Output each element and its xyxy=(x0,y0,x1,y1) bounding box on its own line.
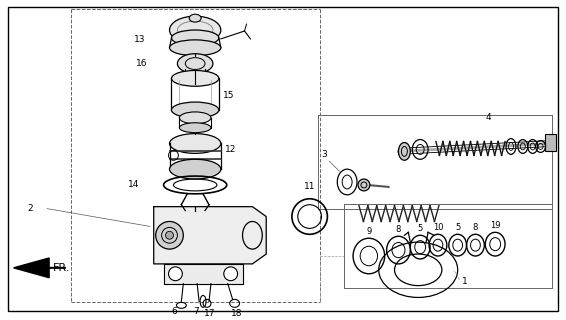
Text: 7: 7 xyxy=(193,307,199,316)
Ellipse shape xyxy=(358,179,370,191)
Ellipse shape xyxy=(169,134,221,153)
Text: FR.: FR. xyxy=(53,263,70,273)
Text: 11: 11 xyxy=(304,182,315,191)
Text: 1: 1 xyxy=(462,277,468,286)
Ellipse shape xyxy=(179,123,211,133)
Ellipse shape xyxy=(398,142,410,160)
Text: 6: 6 xyxy=(171,307,177,316)
Polygon shape xyxy=(14,258,49,278)
Text: 14: 14 xyxy=(128,180,139,189)
Ellipse shape xyxy=(166,231,173,239)
Text: 15: 15 xyxy=(223,91,234,100)
Text: 12: 12 xyxy=(225,145,236,154)
Ellipse shape xyxy=(171,102,219,118)
Text: 5: 5 xyxy=(418,224,423,233)
Polygon shape xyxy=(154,207,266,264)
Text: 13: 13 xyxy=(134,36,145,44)
Text: 17: 17 xyxy=(204,309,216,318)
Ellipse shape xyxy=(169,159,221,179)
Ellipse shape xyxy=(177,54,213,73)
Ellipse shape xyxy=(189,14,201,22)
Text: 2: 2 xyxy=(27,204,33,213)
Text: 3: 3 xyxy=(321,150,327,159)
Text: 18: 18 xyxy=(231,309,242,318)
Text: 10: 10 xyxy=(432,223,443,232)
Bar xyxy=(544,134,556,151)
Text: 5: 5 xyxy=(455,223,460,232)
Text: 8: 8 xyxy=(473,223,478,232)
Polygon shape xyxy=(164,264,243,284)
Ellipse shape xyxy=(169,40,221,56)
Ellipse shape xyxy=(171,30,219,46)
Ellipse shape xyxy=(224,267,238,281)
Text: 4: 4 xyxy=(485,113,491,122)
Text: 16: 16 xyxy=(136,59,148,68)
Ellipse shape xyxy=(185,75,205,84)
Text: 19: 19 xyxy=(490,221,500,230)
Ellipse shape xyxy=(156,221,183,249)
Text: 9: 9 xyxy=(366,227,371,236)
Text: 8: 8 xyxy=(396,225,401,234)
Ellipse shape xyxy=(169,267,182,281)
Ellipse shape xyxy=(169,16,221,44)
Ellipse shape xyxy=(171,70,219,86)
Ellipse shape xyxy=(179,112,211,124)
